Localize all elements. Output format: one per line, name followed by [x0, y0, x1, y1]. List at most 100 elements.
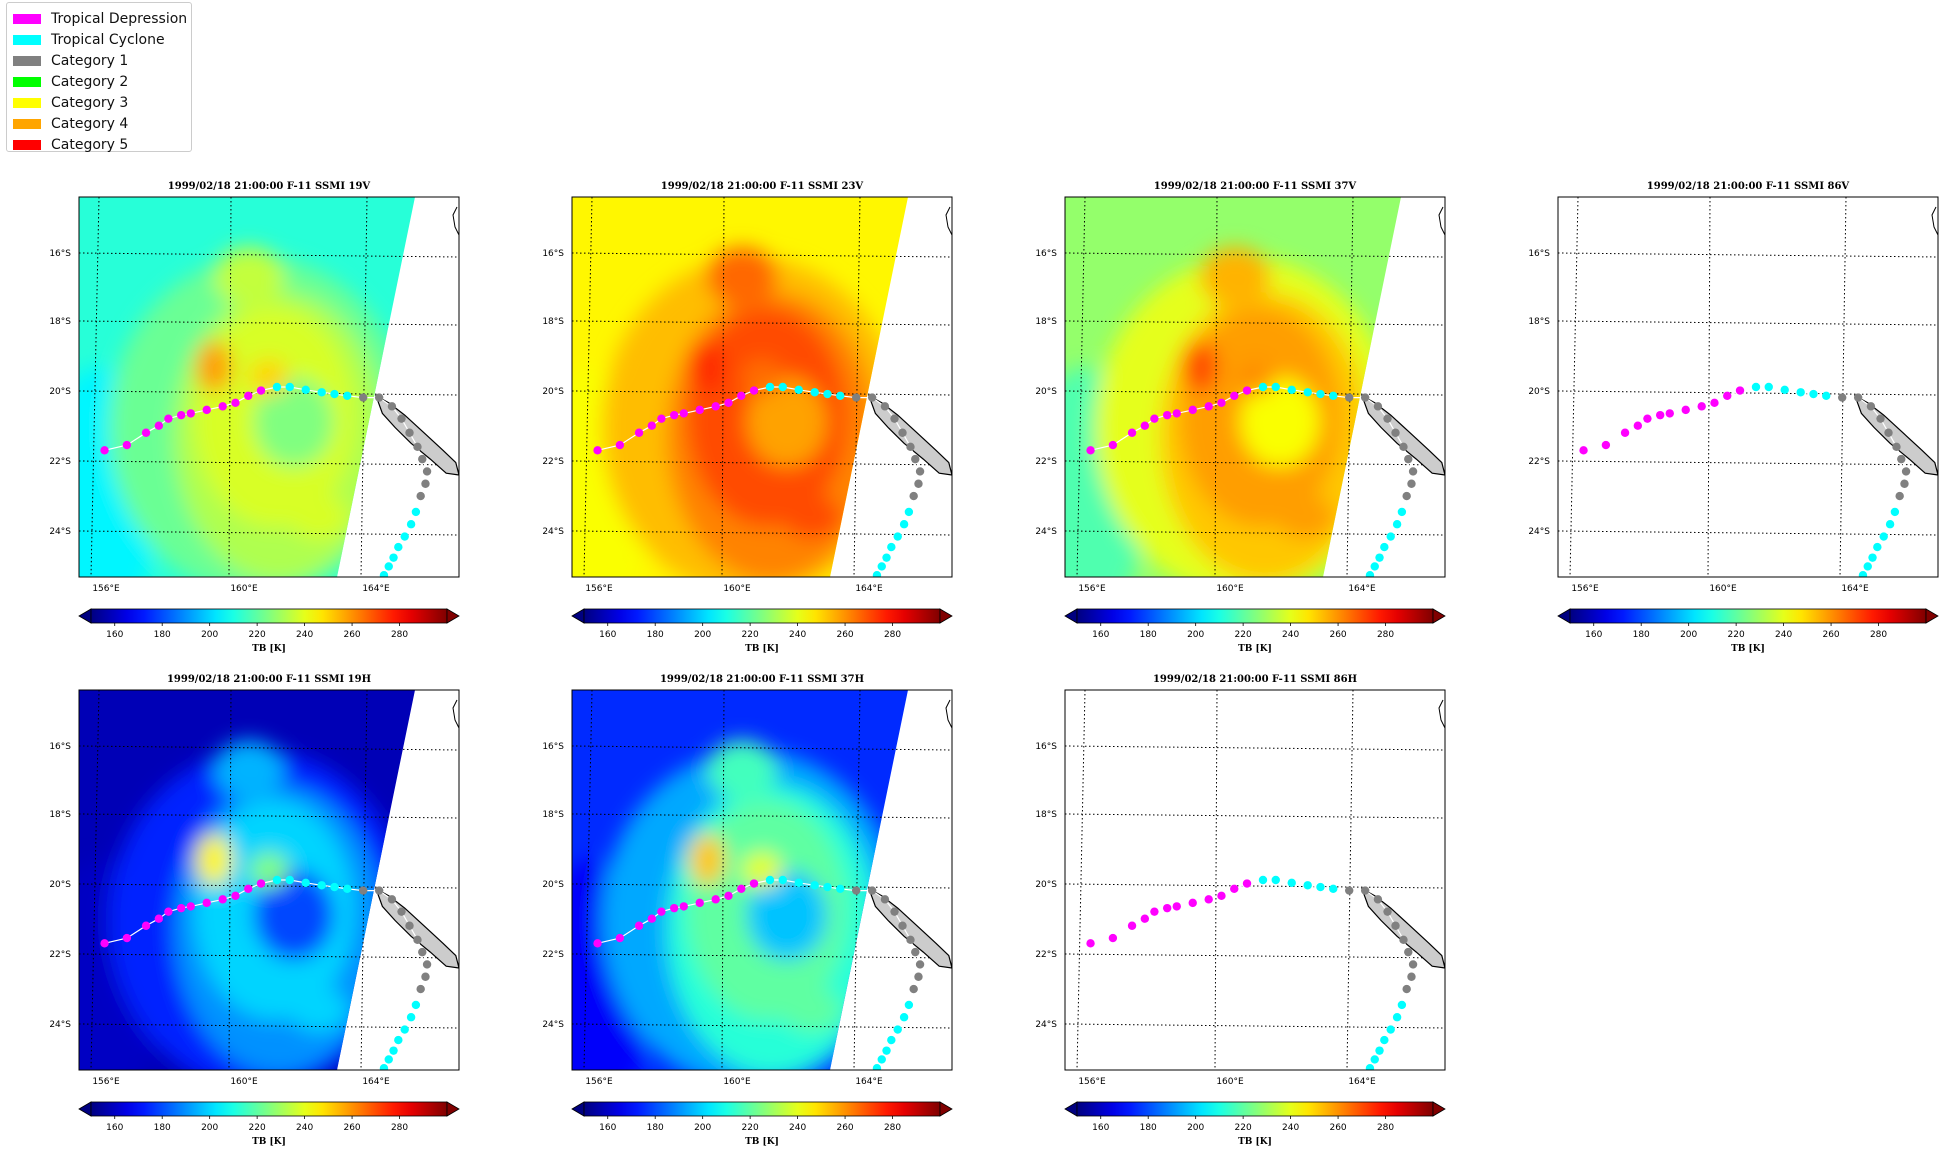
track-point — [887, 1035, 896, 1045]
colorbar-extend-max — [446, 608, 460, 624]
track-point — [218, 402, 227, 411]
track-point — [1188, 405, 1197, 415]
track-point — [1399, 442, 1408, 452]
track-point — [634, 428, 644, 437]
tb-hotspot — [1182, 341, 1218, 393]
track-point — [1127, 428, 1137, 437]
track-point — [389, 1046, 398, 1055]
lat-tick-label: 20°S — [49, 387, 71, 397]
lon-tick-label: 164°E — [362, 1077, 390, 1087]
parallel — [572, 320, 952, 326]
legend-label: Tropical Depression — [51, 11, 188, 27]
track-point — [1140, 914, 1150, 923]
map-panel: 1999/02/18 21:00:00 F-11 SSMI 86V 16°S 18°… — [1528, 181, 1939, 654]
track-point — [301, 878, 310, 888]
lat-tick-label: 24°S — [1528, 527, 1550, 537]
track-point — [343, 391, 352, 400]
track-point — [765, 875, 775, 885]
map-panel: 1999/02/18 21:00:00 F-11 SSMI 86H 16°S 18°… — [1035, 674, 1446, 1147]
track-point — [749, 386, 759, 395]
storm-track — [593, 875, 925, 1070]
track-point — [877, 1055, 886, 1064]
parallel — [1065, 813, 1445, 819]
track-point — [405, 428, 414, 437]
meridian — [1346, 690, 1354, 1070]
track-point — [1895, 491, 1904, 501]
colorbar-tick-label: 240 — [789, 630, 806, 640]
coast-group — [1853, 206, 1938, 476]
lat-tick-label: 20°S — [1035, 387, 1057, 397]
track-point — [400, 532, 409, 541]
panel-title: 1999/02/18 21:00:00 F-11 SSMI 19H — [167, 674, 371, 685]
track-point — [915, 467, 925, 476]
track-point — [1316, 882, 1325, 892]
graticule — [1065, 690, 1445, 1070]
lat-tick-label: 22°S — [49, 950, 71, 960]
track-point — [765, 382, 775, 392]
track-point — [898, 428, 907, 437]
tb-hotspot — [214, 247, 284, 307]
track-point — [615, 440, 625, 450]
track-point — [909, 491, 918, 501]
tb-hotspot — [742, 359, 782, 395]
tb-hotspot — [289, 495, 349, 539]
track-point — [749, 879, 759, 888]
track-point — [794, 385, 803, 395]
island-new-caledonia — [1360, 394, 1445, 476]
lon-tick-label: 164°E — [1841, 584, 1869, 594]
meridian — [853, 197, 861, 577]
panel-title: 1999/02/18 21:00:00 F-11 SSMI 19V — [168, 181, 371, 192]
parallel — [572, 953, 952, 959]
track-point — [164, 907, 173, 916]
colorbar-tick-label: 160 — [1092, 630, 1109, 640]
lon-tick-label: 156°E — [92, 584, 120, 594]
parallel — [1065, 1023, 1445, 1029]
tb-field — [572, 197, 908, 577]
colorbar-tick-label: 260 — [836, 1123, 853, 1133]
coastline — [452, 206, 459, 236]
track-point — [1892, 442, 1901, 452]
tb-field — [79, 690, 415, 1070]
track-point — [1643, 414, 1652, 423]
tb-hotspot — [742, 852, 782, 888]
colorbar: 160 180 200 220 240 260 280 TB [K] — [78, 608, 460, 654]
colorbar-label: TB [K] — [252, 1137, 286, 1147]
colorbar-tick-label: 280 — [884, 630, 901, 640]
track-point — [911, 454, 920, 464]
track-point — [1242, 386, 1252, 395]
track-point — [893, 1025, 902, 1034]
parallel — [1065, 883, 1445, 889]
colorbar-tick-label: 280 — [391, 1123, 408, 1133]
track-point — [880, 895, 890, 904]
legend-swatch — [13, 14, 41, 24]
swath — [79, 690, 415, 1070]
colorbar-extend-min — [78, 608, 92, 624]
map-frame — [571, 196, 953, 578]
meridian — [90, 690, 100, 1070]
track-point — [1287, 878, 1296, 888]
colorbar-tick-label: 200 — [201, 630, 218, 640]
meridian — [1214, 197, 1218, 577]
track-point — [397, 907, 406, 916]
parallel — [79, 460, 459, 466]
colorbar-ramp — [583, 608, 941, 624]
lon-tick-label: 160°E — [230, 1077, 258, 1087]
map-background — [1065, 690, 1445, 1070]
track-point — [893, 532, 902, 541]
track-point — [1723, 391, 1732, 400]
lat-tick-label: 20°S — [49, 880, 71, 890]
lat-tick-label: 18°S — [1035, 317, 1057, 327]
colorbar-tick-label: 220 — [742, 1123, 759, 1133]
track-point — [810, 881, 819, 890]
legend-entry: Category 2 — [13, 72, 128, 92]
legend-label: Tropical Cyclone — [51, 32, 165, 48]
track-point — [285, 382, 294, 392]
colorbar-tick-label: 240 — [296, 630, 313, 640]
tb-eye — [747, 377, 827, 467]
island-new-caledonia — [374, 887, 459, 969]
track-point — [422, 960, 432, 969]
track-point — [1868, 553, 1877, 562]
lon-tick-label: 164°E — [362, 584, 390, 594]
track-point — [384, 1055, 393, 1064]
colorbar-tick-label: 200 — [694, 630, 711, 640]
